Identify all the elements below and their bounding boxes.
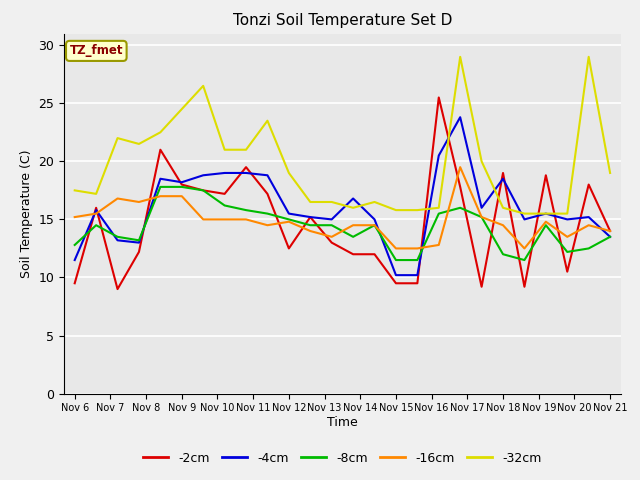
Y-axis label: Soil Temperature (C): Soil Temperature (C) bbox=[20, 149, 33, 278]
Title: Tonzi Soil Temperature Set D: Tonzi Soil Temperature Set D bbox=[233, 13, 452, 28]
Legend: -2cm, -4cm, -8cm, -16cm, -32cm: -2cm, -4cm, -8cm, -16cm, -32cm bbox=[138, 447, 547, 469]
Text: TZ_fmet: TZ_fmet bbox=[70, 44, 123, 58]
X-axis label: Time: Time bbox=[327, 416, 358, 429]
